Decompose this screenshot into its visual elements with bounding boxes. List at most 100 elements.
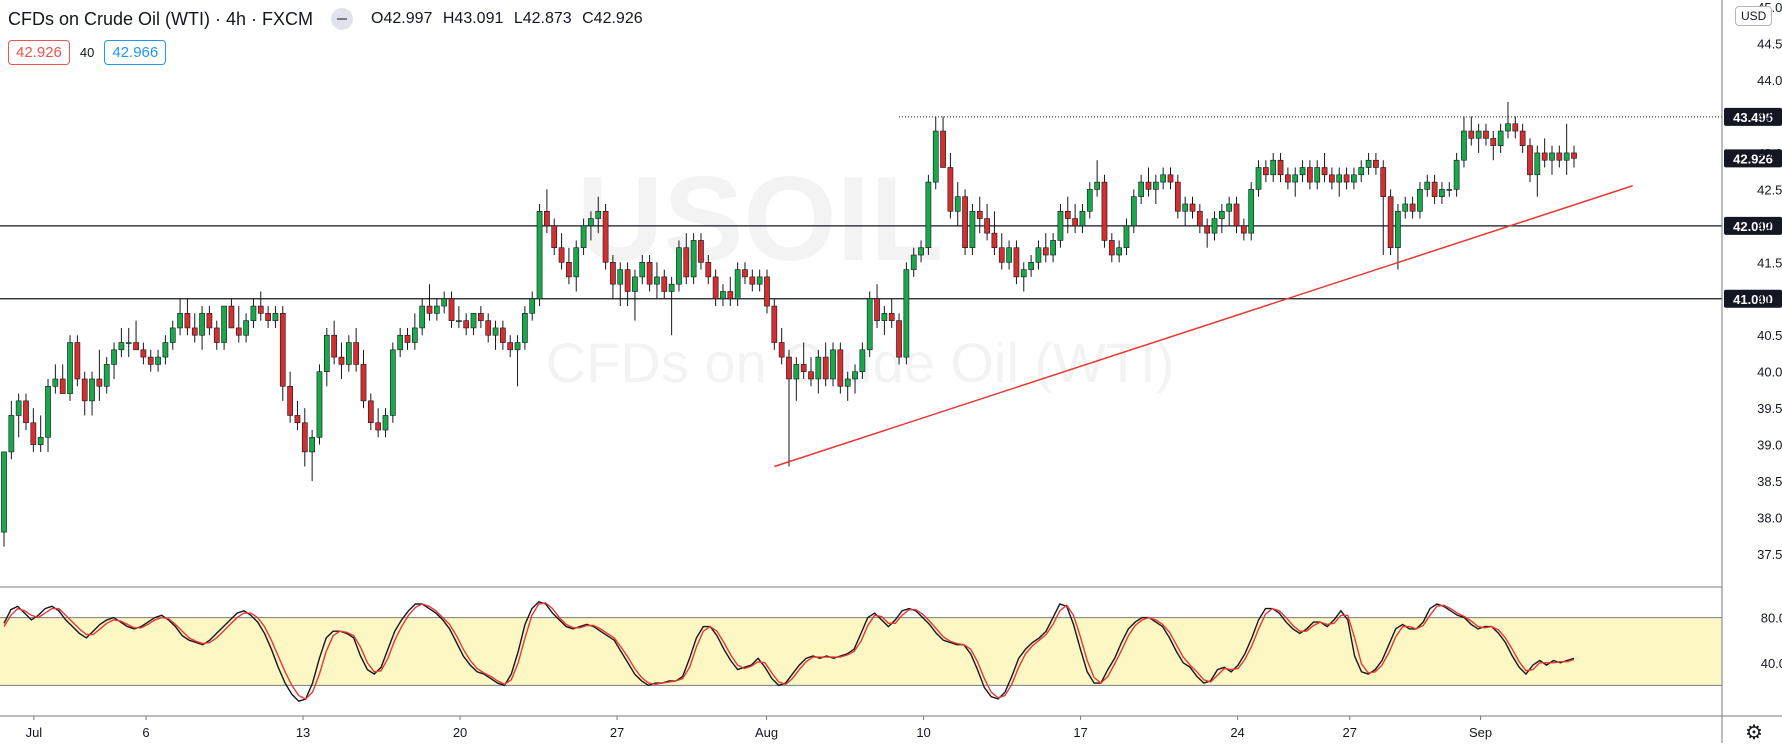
- candle-body: [969, 210, 976, 249]
- trendline[interactable]: [774, 185, 1633, 468]
- candle-body: [544, 210, 550, 227]
- candle-body: [500, 327, 506, 343]
- candle: [881, 306, 888, 336]
- sell-price-button[interactable]: 42.926: [8, 40, 70, 65]
- buy-price-button[interactable]: 42.966: [104, 40, 167, 65]
- candle: [15, 393, 22, 438]
- candle-body: [1446, 189, 1453, 191]
- candle-body: [1314, 167, 1321, 183]
- candle: [1563, 123, 1570, 175]
- candle: [903, 262, 910, 365]
- candle-body: [646, 262, 653, 285]
- candle-body: [566, 262, 572, 278]
- candle: [309, 430, 315, 482]
- candle-body: [1094, 181, 1100, 190]
- candle-body: [1417, 189, 1423, 212]
- candle: [45, 378, 51, 452]
- candle-body: [874, 298, 880, 321]
- candle: [698, 233, 704, 270]
- candle-body: [1064, 210, 1071, 219]
- level-price-label: 43.495: [1733, 110, 1773, 125]
- candle: [1365, 152, 1372, 175]
- time-tick-label: Jul: [26, 725, 43, 740]
- candle-body: [1527, 145, 1533, 176]
- candle: [1233, 196, 1240, 234]
- candle-body: [133, 342, 139, 351]
- candle: [1468, 116, 1475, 146]
- candle: [1351, 167, 1357, 190]
- collapse-toggle-icon[interactable]: [331, 8, 354, 30]
- candle: [1497, 123, 1504, 153]
- candle-body: [103, 364, 110, 387]
- candle: [734, 262, 741, 307]
- candle: [1086, 182, 1093, 219]
- candle: [478, 306, 484, 328]
- level-price-tag: [1724, 289, 1782, 308]
- candle: [426, 284, 433, 321]
- candle: [536, 203, 543, 307]
- candle: [1556, 145, 1563, 168]
- candle-body: [624, 269, 631, 292]
- candle: [1182, 196, 1189, 226]
- candle: [617, 262, 624, 307]
- time-tick-label: 27: [1342, 725, 1356, 740]
- candle: [1461, 116, 1467, 168]
- price-tick-label: 43.500: [1757, 109, 1782, 124]
- candle: [1424, 174, 1431, 197]
- candle: [1020, 262, 1027, 292]
- candle: [162, 335, 169, 365]
- candle-body: [1329, 174, 1335, 183]
- candle: [1402, 196, 1409, 219]
- candle-body: [1307, 167, 1313, 183]
- candle: [771, 298, 778, 350]
- candle-body: [96, 378, 103, 387]
- candle-body: [1116, 247, 1122, 256]
- candle: [1130, 189, 1137, 234]
- candle-body: [940, 130, 946, 168]
- candle-body: [1373, 159, 1379, 168]
- candle: [279, 306, 286, 401]
- time-tick-label: 20: [453, 725, 467, 740]
- candle-body: [338, 356, 345, 365]
- candle-body: [1108, 240, 1115, 256]
- candle: [375, 408, 382, 438]
- time-tick-label: 17: [1073, 725, 1087, 740]
- candle: [749, 269, 756, 292]
- ohlc-high: H43.091: [442, 10, 504, 27]
- candle-body: [89, 378, 95, 402]
- candle-body: [580, 225, 587, 249]
- candle-body: [360, 364, 367, 402]
- candle: [962, 189, 968, 256]
- candle: [786, 349, 792, 467]
- candle: [822, 342, 829, 387]
- candle: [573, 240, 580, 292]
- candle: [433, 298, 440, 321]
- candle-body: [125, 342, 132, 344]
- candle: [59, 364, 66, 394]
- candle: [595, 196, 602, 234]
- candle-body: [852, 371, 858, 380]
- candle-body: [1189, 203, 1196, 212]
- candle: [778, 327, 785, 365]
- candle: [1248, 182, 1255, 241]
- candle-body: [1519, 130, 1526, 146]
- price-tick-label: 38.500: [1757, 474, 1782, 489]
- candle: [235, 306, 242, 343]
- candle-body: [1409, 203, 1416, 212]
- candle-body: [456, 320, 462, 322]
- candle-body: [573, 247, 580, 278]
- candle-body: [507, 342, 514, 351]
- candle-body: [191, 327, 198, 336]
- candle-body: [235, 327, 242, 336]
- candle: [800, 342, 807, 379]
- candle: [1101, 174, 1108, 248]
- candle: [456, 306, 462, 328]
- candle: [932, 116, 939, 190]
- watermark: USOIL: [577, 152, 944, 286]
- symbol-title[interactable]: CFDs on Crude Oil (WTI) · 4h · FXCM: [8, 8, 314, 29]
- settings-gear-icon[interactable]: ⚙: [1745, 722, 1763, 744]
- currency-button[interactable]: USD: [1735, 6, 1773, 26]
- candle: [30, 408, 37, 452]
- candle-body: [800, 364, 807, 372]
